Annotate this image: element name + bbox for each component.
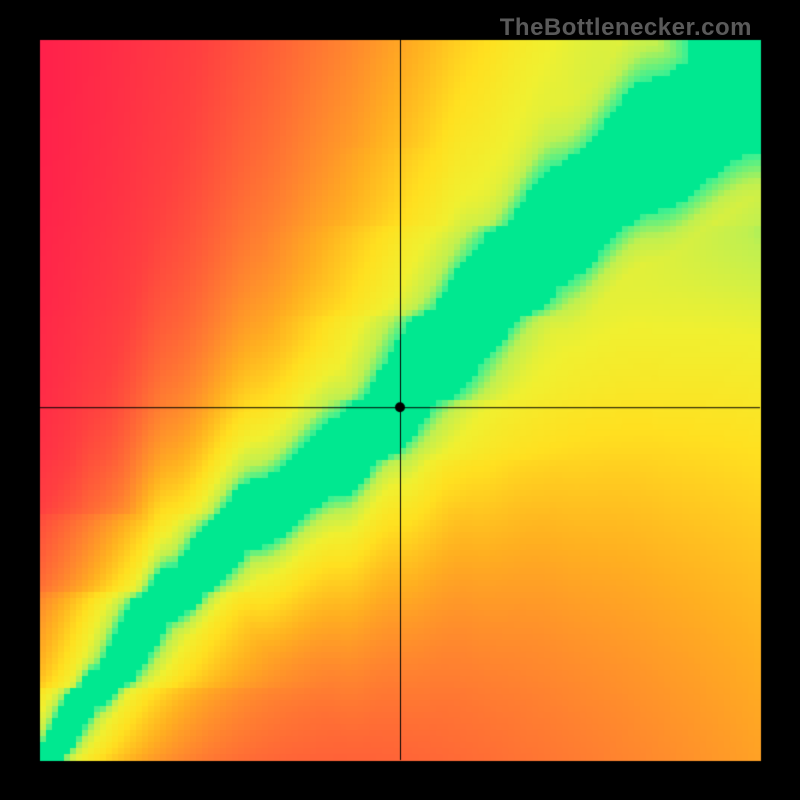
watermark-text: TheBottlenecker.com bbox=[500, 14, 752, 42]
bottleneck-heatmap bbox=[0, 0, 800, 800]
chart-container: TheBottlenecker.com bbox=[0, 0, 800, 800]
